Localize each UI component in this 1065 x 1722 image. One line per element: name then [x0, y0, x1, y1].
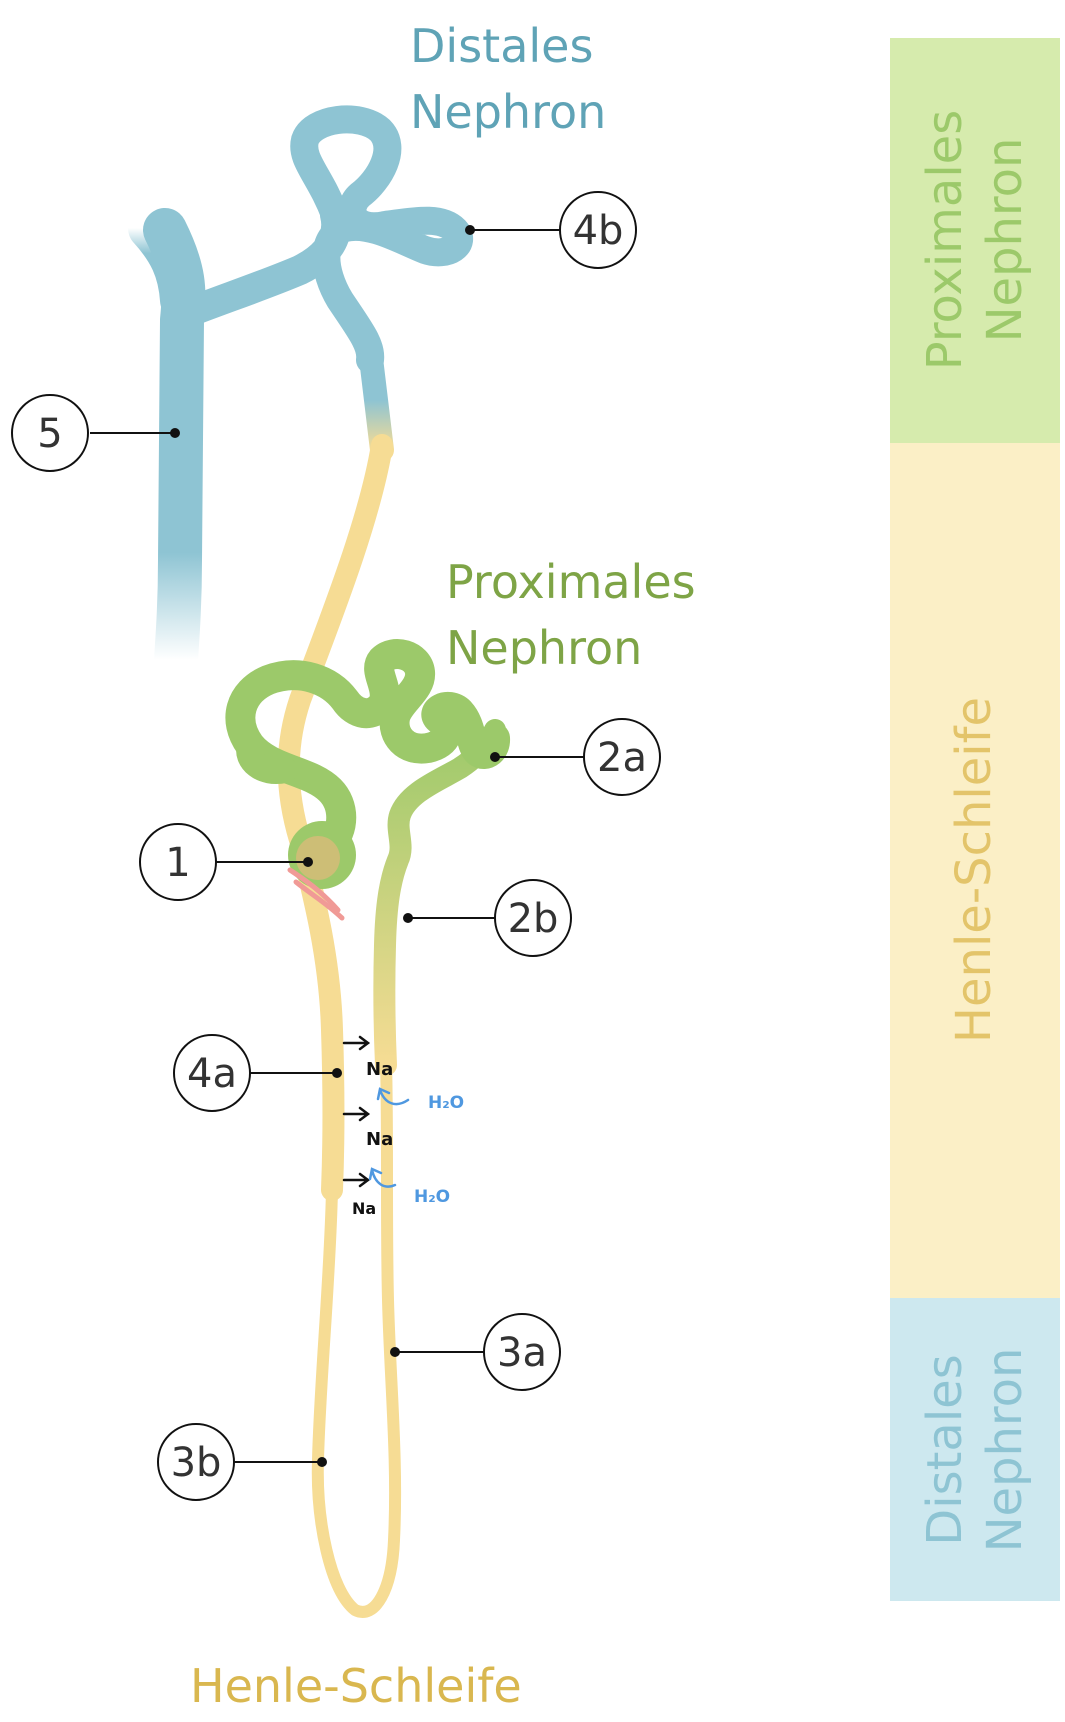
callout-3a-label: 3a	[497, 1330, 547, 1376]
callout-2a-dot	[490, 752, 500, 762]
band-henle	[890, 443, 1060, 1298]
straight-proximal-tubule	[373, 719, 506, 1076]
proximal-tubule-bend	[236, 732, 298, 784]
afferent-arteriole	[287, 867, 341, 913]
callout-3b-label: 3b	[171, 1440, 222, 1486]
callouts	[11, 191, 661, 1501]
band-distal	[890, 1298, 1060, 1601]
title-proximal-line-1: Proximales	[446, 555, 696, 609]
callout-5-label: 5	[37, 411, 62, 457]
callout-labels: 5 4b 2a 1 2b 4a 3a 3b	[37, 208, 647, 1486]
band-proximal-line-2: Nephron	[977, 138, 1033, 343]
water-arrow-2	[368, 1167, 397, 1188]
callout-2a	[583, 718, 661, 796]
band-distal-line-1: Distales	[917, 1354, 973, 1545]
callout-3a-dot	[390, 1347, 400, 1357]
callout-4a-dot	[332, 1068, 342, 1078]
callout-1	[139, 823, 217, 901]
distal-convoluted-tubule	[290, 105, 473, 374]
callout-4a-label: 4a	[187, 1051, 237, 1097]
side-bar: Proximales Nephron Henle-Schleife Distal…	[890, 38, 1060, 1601]
callout-4a	[173, 1034, 251, 1112]
water-label-2: H₂O	[414, 1187, 450, 1207]
title-distal-line-1: Distales	[410, 19, 593, 73]
title-distal-line-2: Nephron	[410, 85, 606, 139]
callout-5	[11, 394, 89, 472]
title-henle: Henle-Schleife	[190, 1659, 522, 1713]
band-henle-label: Henle-Schleife	[946, 697, 1002, 1043]
distal-to-henle-transition	[358, 338, 394, 462]
sodium-arrow-2	[342, 1106, 371, 1122]
henle-loop-thin	[311, 1054, 402, 1618]
callout-1-label: 1	[165, 840, 190, 886]
title-proximal-line-2: Nephron	[446, 621, 642, 675]
sodium-arrow-1	[342, 1035, 371, 1051]
callout-3a	[483, 1313, 561, 1391]
callout-2b-label: 2b	[508, 896, 559, 942]
sodium-arrow-3	[342, 1172, 371, 1188]
efferent-arteriole	[293, 879, 345, 921]
glomerulus-capillaries	[296, 836, 340, 880]
callout-2a-label: 2a	[597, 735, 647, 781]
band-proximal-line-1: Proximales	[917, 110, 973, 370]
callout-2b	[494, 879, 572, 957]
sodium-label-3: Na	[352, 1199, 376, 1218]
nephron-tubule	[128, 105, 510, 1618]
callout-4b	[559, 191, 637, 269]
sodium-label-2: Na	[366, 1129, 393, 1150]
callout-3b-dot	[317, 1457, 327, 1467]
water-label-1: H₂O	[428, 1093, 464, 1113]
proximal-convoluted-tubule	[225, 639, 510, 860]
region-titles: Distales Nephron Proximales Nephron Henl…	[190, 19, 696, 1713]
band-distal-line-2: Nephron	[977, 1348, 1033, 1553]
water-arrow-1	[376, 1087, 410, 1106]
transport-annotations: Na Na Na H₂O H₂O	[342, 1035, 464, 1218]
sodium-label-1: Na	[366, 1059, 393, 1080]
band-proximal	[890, 38, 1060, 443]
callout-5-dot	[170, 428, 180, 438]
callout-4b-dot	[465, 225, 475, 235]
callout-1-dot	[303, 857, 313, 867]
callout-2b-dot	[403, 913, 413, 923]
callout-3b	[157, 1423, 235, 1501]
callout-4b-label: 4b	[573, 208, 624, 254]
collecting-duct-top	[128, 206, 204, 322]
